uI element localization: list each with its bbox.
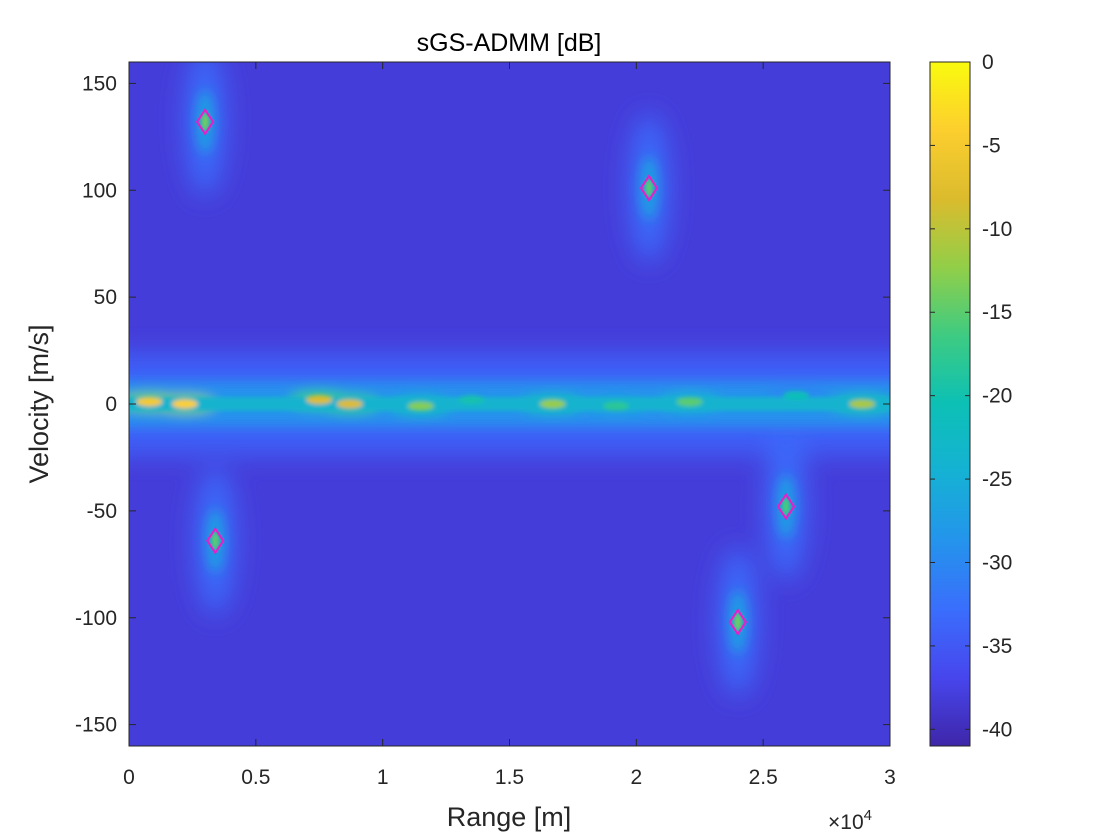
svg-text:×104: ×104: [828, 807, 872, 834]
colorbar-ticks: 0 -5 -10 -15 -20 -25 -30 -35 -40: [930, 51, 1012, 741]
y-axis: 150 100 50 0 -50 -100 -150: [75, 72, 890, 737]
y-tick-label: -100: [75, 607, 117, 630]
colorbar-tick-label: -35: [982, 635, 1012, 658]
clutter-peak: [336, 399, 363, 409]
clutter-peak: [849, 399, 876, 409]
heatmap-plot-area: [128, 61, 891, 747]
x-tick-label: 0: [123, 766, 135, 789]
y-tick-label: -50: [87, 500, 117, 523]
y-tick-label: 100: [82, 179, 117, 202]
colorbar-tick-label: -20: [982, 385, 1012, 408]
clutter-peak: [136, 397, 163, 407]
clutter-peak: [407, 401, 434, 411]
colorbar: 0 -5 -10 -15 -20 -25 -30 -35 -40: [929, 51, 1012, 747]
target-peak: [645, 179, 654, 198]
y-tick-label: 0: [105, 393, 117, 416]
clutter-peak: [458, 395, 485, 405]
clutter-core-layer: [129, 112, 890, 632]
x-tick-label: 2: [630, 766, 642, 789]
x-exponent-power: 4: [864, 807, 872, 824]
x-tick-label: 3: [884, 766, 896, 789]
y-axis-title: Velocity [m/s]: [24, 324, 54, 483]
colorbar-tick-label: 0: [982, 51, 994, 74]
clutter-peak: [171, 399, 198, 409]
x-axis-title: Range [m]: [447, 802, 572, 832]
clutter-peak: [676, 397, 703, 407]
x-tick-label: 1: [377, 766, 389, 789]
chart-title: sGS-ADMM [dB]: [417, 29, 602, 57]
target-marker: [776, 492, 796, 521]
x-tick-label: 1.5: [495, 766, 524, 789]
colorbar-tick-label: -15: [982, 301, 1012, 324]
colorbar-gradient: [930, 62, 970, 746]
target-peak: [201, 112, 210, 131]
target-marker: [639, 174, 659, 202]
y-tick-label: 150: [82, 72, 117, 95]
clutter-line: [129, 397, 890, 411]
target-marker: [728, 608, 748, 636]
target-marker: [195, 108, 215, 136]
colorbar-tick-label: -40: [982, 718, 1012, 741]
y-tick-label: 50: [94, 286, 117, 309]
target-peak: [781, 497, 790, 516]
clutter-peak: [783, 390, 810, 400]
x-exponent-base: ×10: [828, 811, 864, 834]
x-tick-label: 0.5: [241, 766, 270, 789]
target-peak: [211, 531, 220, 550]
target-peak: [733, 613, 742, 632]
colorbar-tick-label: -5: [982, 134, 1001, 157]
colorbar-tick-label: -25: [982, 468, 1012, 491]
x-tick-label: 2.5: [749, 766, 778, 789]
target-markers: [195, 108, 796, 636]
clutter-peak: [603, 401, 630, 411]
target-marker: [206, 526, 225, 555]
y-tick-label: -150: [75, 714, 117, 737]
x-exponent-label: ×104: [828, 807, 872, 834]
colorbar-tick-label: -10: [982, 218, 1012, 241]
colorbar-tick-label: -30: [982, 551, 1012, 574]
clutter-peak: [306, 395, 333, 405]
x-axis: 0 0.5 1 1.5 2 2.5 3: [123, 62, 896, 789]
colorbar-frame: [929, 61, 971, 747]
clutter-peak: [539, 399, 566, 409]
